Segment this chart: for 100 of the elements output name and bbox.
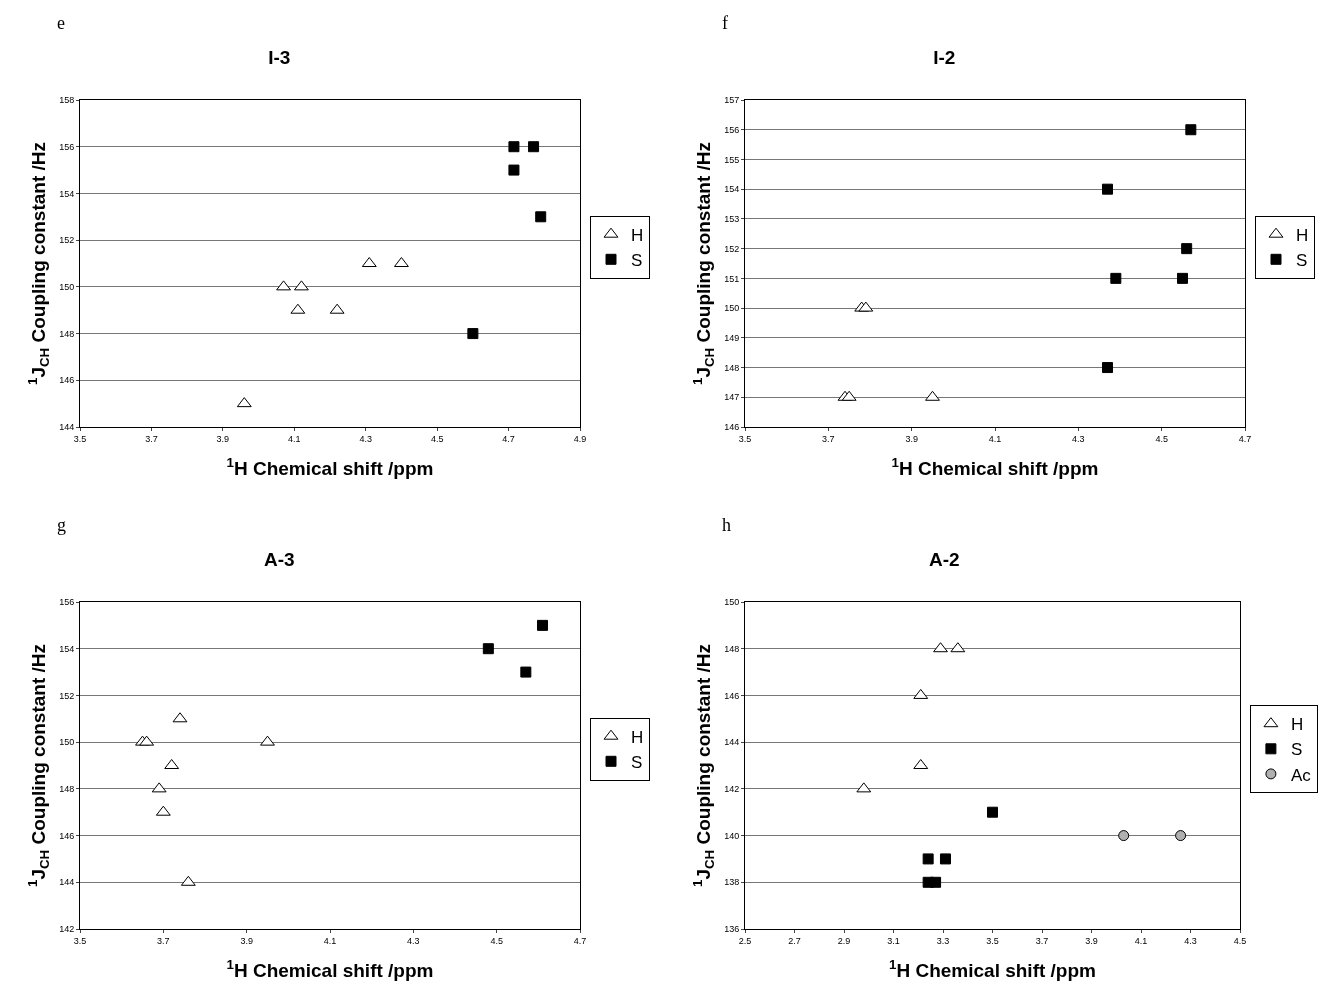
point [1175, 830, 1187, 842]
x-tick-label: 2.7 [788, 935, 801, 946]
x-tick-label: 3.7 [1035, 935, 1049, 946]
y-tick-label: 156 [724, 124, 740, 135]
point [294, 280, 309, 291]
legend-label: H [1296, 225, 1309, 245]
y-tick-label: 144 [724, 737, 740, 748]
x-tick-label: 3.1 [887, 935, 900, 946]
point [508, 164, 520, 176]
text: h [722, 515, 731, 535]
x-axis-title: $^{1}$H Chemical shift /ppm [226, 956, 434, 981]
x-tick-label: 3.9 [905, 433, 918, 444]
y-tick-label: 154 [724, 184, 740, 195]
point [922, 853, 934, 865]
x-axis-title: $^{1}$H Chemical shift /ppm [889, 956, 1096, 981]
legend-label: S [1290, 740, 1303, 760]
chart-title: A-3 [263, 548, 295, 570]
x-tick-label: 3.9 [1085, 935, 1098, 946]
y-tick-label: 152 [724, 243, 740, 254]
legend-label: S [631, 250, 643, 270]
point [276, 280, 291, 291]
x-tick-label: 4.1 [288, 433, 301, 444]
x-tick-label: 4.1 [323, 935, 337, 946]
point [528, 141, 540, 153]
y-tick-label: 150 [59, 282, 75, 293]
text: e [57, 13, 65, 33]
y-tick-label: 146 [724, 690, 740, 701]
text: g [57, 515, 66, 535]
y-tick-label: 156 [59, 141, 75, 152]
point [1177, 272, 1188, 284]
x-tick-label: 3.3 [936, 935, 950, 946]
legend-label: H [1290, 715, 1304, 735]
legend-label: Ac [1290, 765, 1312, 785]
x-tick-label: 3.5 [73, 935, 87, 946]
x-tick-label: 3.9 [216, 433, 230, 444]
legend-label: S [1296, 250, 1308, 270]
point [1118, 830, 1130, 842]
point [537, 619, 548, 631]
y-tick-label: 142 [59, 924, 75, 935]
point [260, 735, 275, 746]
x-tick-label: 4.5 [430, 433, 444, 444]
y-tick-label: 153 [724, 214, 740, 225]
x-tick-label: 3.7 [822, 433, 835, 444]
point [520, 666, 532, 678]
point [1181, 243, 1193, 255]
x-tick-label: 4.7 [573, 935, 587, 946]
point [925, 390, 940, 401]
x-tick-label: 3.7 [145, 433, 158, 444]
x-tick-label: 4.3 [407, 935, 420, 946]
legend-label: H [631, 225, 644, 245]
y-tick-label: 146 [59, 830, 75, 841]
x-tick-label: 4.7 [1238, 433, 1252, 444]
y-tick-label: 155 [724, 154, 740, 165]
point [467, 328, 479, 340]
y-tick-label: 146 [724, 422, 740, 433]
y-tick-label: 138 [724, 877, 740, 888]
y-tick-label: 144 [59, 877, 75, 888]
y-tick-label: 142 [724, 784, 740, 795]
y-tick-label: 157 [724, 95, 740, 106]
y-tick-label: 150 [724, 597, 740, 608]
x-tick-label: 2.5 [738, 935, 752, 946]
y-tick-label: 149 [724, 332, 740, 343]
y-tick-label: 151 [724, 273, 740, 284]
y-tick-label: 154 [59, 188, 75, 199]
point [535, 211, 547, 223]
point [930, 876, 942, 888]
x-tick-label: 2.9 [837, 935, 851, 946]
x-tick-label: 4.3 [1072, 433, 1085, 444]
y-tick-label: 148 [59, 328, 75, 339]
point [1102, 362, 1113, 374]
point [933, 642, 948, 653]
x-tick-label: 4.9 [573, 433, 587, 444]
point [482, 643, 494, 655]
y-tick-label: 144 [59, 422, 75, 433]
x-tick-label: 4.5 [1233, 935, 1247, 946]
x-tick-label: 4.3 [359, 433, 372, 444]
y-tick-label: 150 [59, 737, 75, 748]
point [1185, 124, 1197, 136]
y-tick-label: 156 [59, 597, 75, 608]
y-tick-label: 150 [724, 303, 740, 314]
y-tick-label: 152 [59, 690, 75, 701]
legend-label: H [631, 727, 644, 747]
y-tick-label: 147 [724, 392, 740, 403]
point [939, 853, 951, 865]
y-tick-label: 136 [724, 924, 740, 935]
x-tick-label: 4.7 [502, 433, 515, 444]
chart-title: I-2 [933, 46, 956, 68]
x-tick-label: 4.5 [490, 935, 503, 946]
point [1102, 183, 1113, 195]
legend-label: S [631, 752, 643, 772]
x-tick-label: 4.3 [1184, 935, 1197, 946]
x-axis-title: $^{1}$H Chemical shift /ppm [891, 454, 1099, 479]
y-tick-label: 148 [724, 643, 740, 654]
chart-title: I-3 [268, 46, 291, 68]
x-tick-label: 4.5 [1155, 433, 1168, 444]
x-tick-label: 3.9 [240, 935, 253, 946]
y-tick-label: 158 [59, 95, 75, 106]
y-tick-label: 146 [59, 375, 75, 386]
x-tick-label: 3.5 [738, 433, 752, 444]
y-tick-label: 148 [59, 784, 75, 795]
